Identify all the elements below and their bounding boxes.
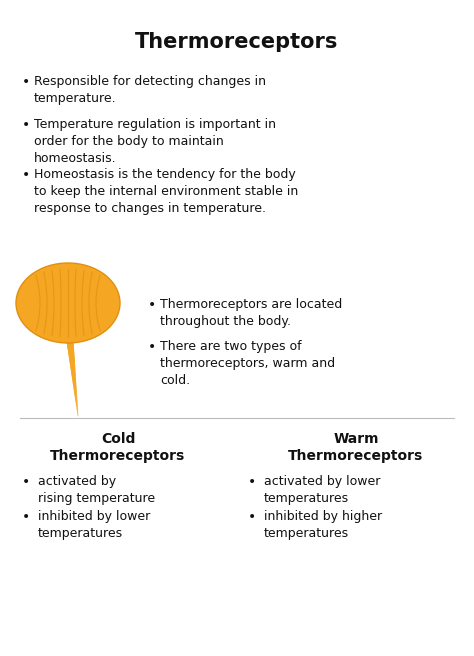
Text: Warm
Thermoreceptors: Warm Thermoreceptors: [288, 432, 424, 463]
Text: •: •: [148, 298, 156, 312]
Text: •: •: [22, 168, 30, 182]
Text: •: •: [22, 475, 30, 489]
Text: activated by lower
temperatures: activated by lower temperatures: [264, 475, 380, 505]
Text: Responsible for detecting changes in
temperature.: Responsible for detecting changes in tem…: [34, 75, 266, 105]
Text: •: •: [22, 118, 30, 132]
Text: •: •: [248, 475, 256, 489]
Text: Thermoreceptors: Thermoreceptors: [135, 32, 339, 52]
Text: Temperature regulation is important in
order for the body to maintain
homeostasi: Temperature regulation is important in o…: [34, 118, 276, 165]
Text: •: •: [22, 510, 30, 524]
Text: Homeostasis is the tendency for the body
to keep the internal environment stable: Homeostasis is the tendency for the body…: [34, 168, 298, 215]
Text: •: •: [148, 340, 156, 354]
Ellipse shape: [16, 263, 120, 343]
Text: Thermoreceptors are located
throughout the body.: Thermoreceptors are located throughout t…: [160, 298, 342, 328]
Text: Cold
Thermoreceptors: Cold Thermoreceptors: [50, 432, 186, 463]
Text: inhibited by higher
temperatures: inhibited by higher temperatures: [264, 510, 382, 540]
Text: •: •: [22, 75, 30, 89]
Text: There are two types of
thermoreceptors, warm and
cold.: There are two types of thermoreceptors, …: [160, 340, 335, 387]
Text: activated by
rising temperature: activated by rising temperature: [38, 475, 155, 505]
Text: inhibited by lower
temperatures: inhibited by lower temperatures: [38, 510, 150, 540]
Text: •: •: [248, 510, 256, 524]
